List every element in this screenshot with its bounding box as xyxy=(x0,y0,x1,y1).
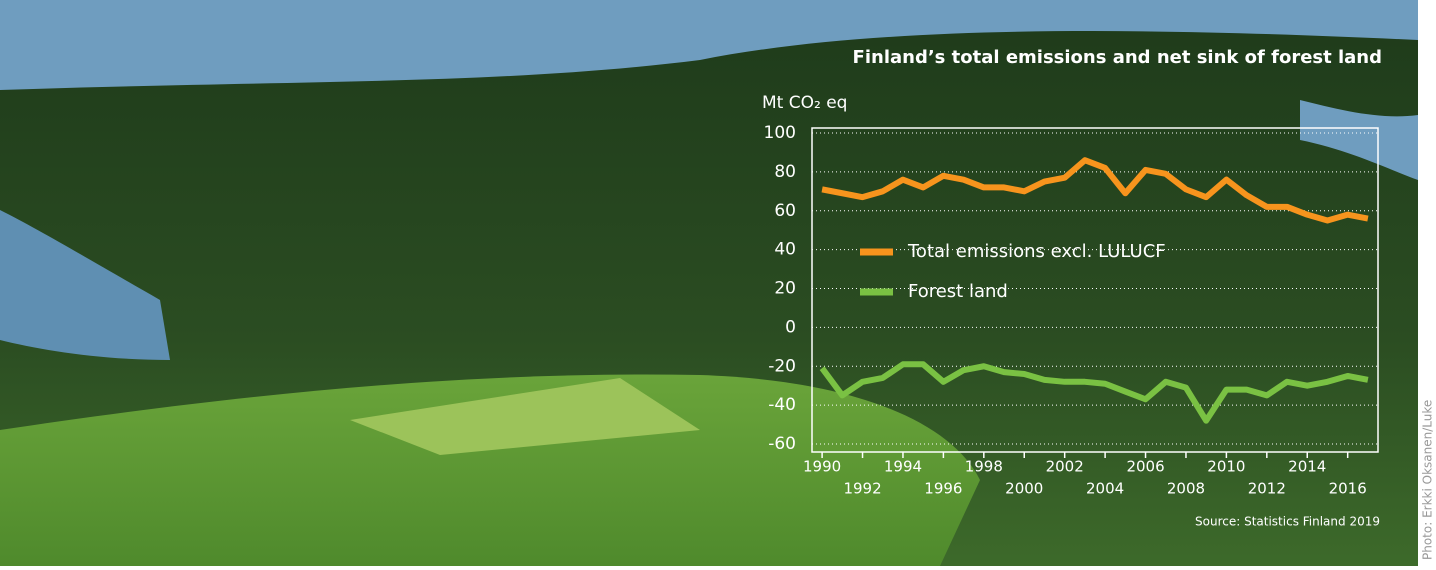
chart: Finland’s total emissions and net sink o… xyxy=(0,0,1436,566)
y-tick-label: 0 xyxy=(785,317,796,337)
x-tick-label: 2012 xyxy=(1248,480,1286,498)
y-tick-label: -20 xyxy=(768,356,796,376)
x-tick-label: 2008 xyxy=(1167,480,1205,498)
x-tick-label: 2002 xyxy=(1046,458,1084,476)
source: Source: Statistics Finland 2019 xyxy=(1195,515,1380,529)
x-tick-label: 1996 xyxy=(924,480,962,498)
y-tick-label: 20 xyxy=(774,279,796,299)
y-tick-label: 60 xyxy=(774,201,796,221)
x-tick-label: 1990 xyxy=(803,458,841,476)
y-tick-label: 80 xyxy=(774,162,796,182)
legend-label: Forest land xyxy=(908,281,1008,302)
y-tick-label: -60 xyxy=(768,434,796,454)
y-tick-label: -40 xyxy=(768,395,796,415)
x-tick-label: 2004 xyxy=(1086,480,1124,498)
y-axis-label: Mt CO₂ eq xyxy=(762,93,847,113)
x-tick-label: 2000 xyxy=(1005,480,1043,498)
y-tick-label: 40 xyxy=(774,240,796,260)
x-tick-label: 2014 xyxy=(1288,458,1326,476)
x-tick-label: 1998 xyxy=(965,458,1003,476)
y-tick-label: 100 xyxy=(764,123,796,143)
x-tick-label: 1994 xyxy=(884,458,922,476)
x-tick-label: 1992 xyxy=(843,480,881,498)
chart-title: Finland’s total emissions and net sink o… xyxy=(853,47,1382,68)
x-tick-label: 2010 xyxy=(1207,458,1245,476)
photo-credit: Photo: Erkki Oksanen/Luke xyxy=(1421,400,1435,560)
x-tick-label: 2016 xyxy=(1329,480,1367,498)
legend-label: Total emissions excl. LULUCF xyxy=(907,241,1166,262)
page: Finland’s total emissions and net sink o… xyxy=(0,0,1436,566)
x-tick-label: 2006 xyxy=(1126,458,1164,476)
